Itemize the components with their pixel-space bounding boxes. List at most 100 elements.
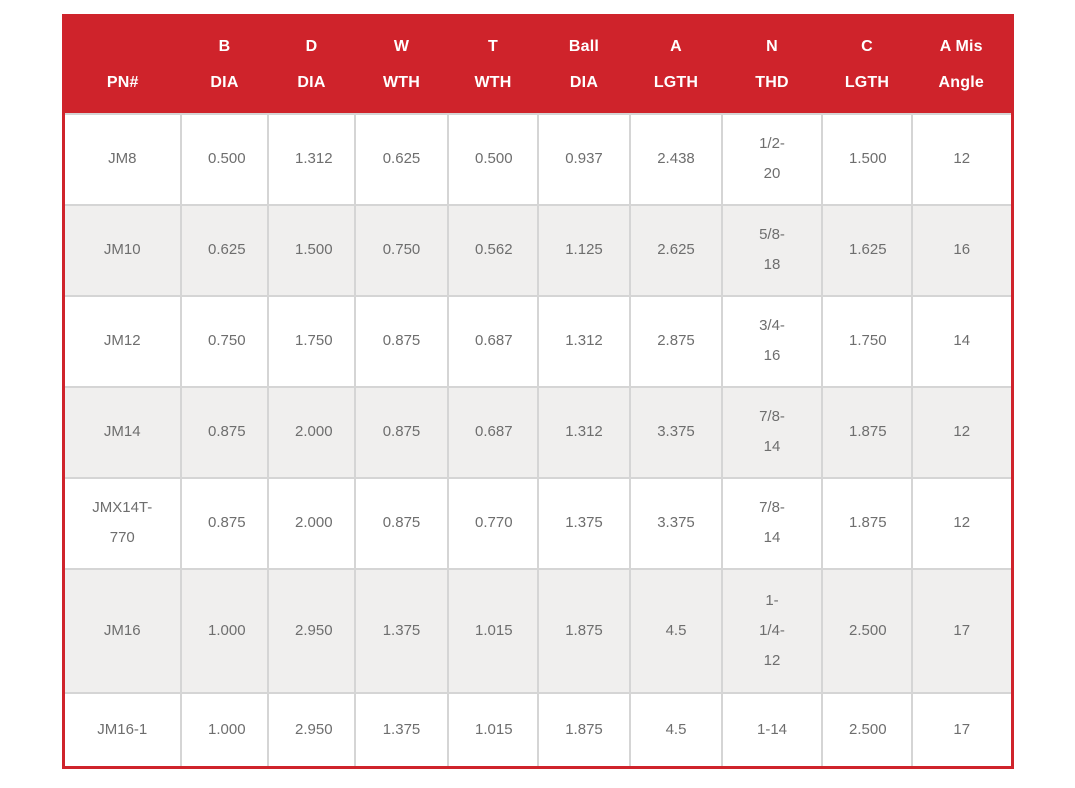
cell-a_lgth: 2.625 — [629, 203, 723, 297]
cell-a_lgth: 2.875 — [629, 294, 723, 388]
cell-a_mis_angle: 12 — [911, 476, 1013, 570]
cell-pn: JM16-1 — [62, 691, 182, 769]
column-header-pn: PN# — [63, 15, 181, 114]
cell-n_thd: 5/8-18 — [721, 203, 823, 297]
cell-t_wth: 1.015 — [447, 567, 539, 694]
column-header-c_lgth: C LGTH — [822, 15, 912, 114]
cell-a_lgth: 3.375 — [629, 385, 723, 479]
cell-b_dia: 1.000 — [180, 691, 269, 769]
column-header-line2: PN# — [106, 73, 139, 91]
cell-pn: JMX14T-770 — [62, 476, 182, 570]
column-header-line1: W — [393, 37, 410, 55]
cell-b_dia: 0.500 — [180, 112, 269, 206]
table-row-JM16-1: JM16-1 1.000 2.950 1.375 1.015 1.875 4.5 1-14 2.… — [62, 691, 1013, 769]
table-header: PN# B DIA D DIA W WTH T WTH Ball DIA A LGTH N THD C LGTH… — [63, 15, 1012, 114]
table-row-JM16: JM16 1.000 2.950 1.375 1.015 1.875 4.5 1-1/4-12… — [62, 567, 1013, 694]
cell-pn: JM12 — [62, 294, 182, 388]
cell-w_wth: 0.875 — [354, 294, 449, 388]
cell-d_dia: 2.000 — [267, 385, 356, 479]
cell-d_dia: 2.000 — [267, 476, 356, 570]
column-header-line1 — [69, 29, 178, 65]
cell-c_lgth: 1.875 — [821, 385, 913, 479]
cell-a_mis_angle: 14 — [911, 294, 1013, 388]
column-header-a_mis_angle: A Mis Angle — [912, 15, 1012, 114]
cell-n_thd: 1-1/4-12 — [721, 567, 823, 694]
column-header-a_lgth: A LGTH — [630, 15, 722, 114]
column-header-line2: DIA — [210, 73, 239, 91]
cell-a_mis_angle: 12 — [911, 112, 1013, 206]
cell-ball_dia: 1.312 — [537, 385, 631, 479]
cell-c_lgth: 2.500 — [821, 567, 913, 694]
cell-w_wth: 1.375 — [354, 567, 449, 694]
column-header-line2: LGTH — [844, 73, 890, 91]
cell-c_lgth: 1.625 — [821, 203, 913, 297]
table-row-JM8: JM8 0.500 1.312 0.625 0.500 0.937 2.438 1/2-20 1… — [62, 112, 1013, 206]
column-header-n_thd: N THD — [722, 15, 822, 114]
cell-ball_dia: 1.125 — [537, 203, 631, 297]
table-row-JM10: JM10 0.625 1.500 0.750 0.562 1.125 2.625 5/8-18… — [62, 203, 1013, 297]
cell-b_dia: 0.625 — [180, 203, 269, 297]
cell-t_wth: 0.562 — [447, 203, 539, 297]
cell-pn: JM16 — [62, 567, 182, 694]
cell-n_thd: 1/2-20 — [721, 112, 823, 206]
cell-a_lgth: 3.375 — [629, 476, 723, 570]
cell-ball_dia: 0.937 — [537, 112, 631, 206]
cell-a_mis_angle: 16 — [911, 203, 1013, 297]
column-header-line2: Angle — [938, 73, 984, 91]
cell-w_wth: 0.750 — [354, 203, 449, 297]
cell-c_lgth: 1.750 — [821, 294, 913, 388]
cell-n_thd: 1-14 — [721, 691, 823, 769]
cell-n_thd: 3/4-16 — [721, 294, 823, 388]
cell-n_thd: 7/8-14 — [721, 476, 823, 570]
column-header-b_dia: B DIA — [181, 15, 268, 114]
cell-d_dia: 1.750 — [267, 294, 356, 388]
cell-a_lgth: 4.5 — [629, 567, 723, 694]
cell-b_dia: 0.875 — [180, 385, 269, 479]
column-header-d_dia: D DIA — [268, 15, 355, 114]
cell-w_wth: 0.625 — [354, 112, 449, 206]
cell-t_wth: 1.015 — [447, 691, 539, 769]
cell-d_dia: 1.500 — [267, 203, 356, 297]
cell-d_dia: 1.312 — [267, 112, 356, 206]
column-header-line2: DIA — [297, 73, 326, 91]
column-header-line2: WTH — [474, 73, 512, 91]
cell-b_dia: 0.750 — [180, 294, 269, 388]
table-row-JMX14T-770: JMX14T-770 0.875 2.000 0.875 0.770 1.375 3.375… — [62, 476, 1013, 570]
cell-t_wth: 0.770 — [447, 476, 539, 570]
column-header-t_wth: T WTH — [448, 15, 538, 114]
cell-w_wth: 0.875 — [354, 385, 449, 479]
cell-c_lgth: 1.500 — [821, 112, 913, 206]
part-dimensions-table: PN# B DIA D DIA W WTH T WTH Ball DIA A LGTH N THD C LGTH… — [61, 14, 1014, 769]
cell-a_lgth: 4.5 — [629, 691, 723, 769]
cell-ball_dia: 1.312 — [537, 294, 631, 388]
cell-t_wth: 0.500 — [447, 112, 539, 206]
column-header-line1: T — [488, 37, 498, 55]
cell-w_wth: 0.875 — [354, 476, 449, 570]
cell-t_wth: 0.687 — [447, 294, 539, 388]
cell-b_dia: 0.875 — [180, 476, 269, 570]
column-header-ball_dia: Ball DIA — [538, 15, 630, 114]
cell-a_mis_angle: 17 — [911, 691, 1013, 769]
column-header-line1: A — [670, 37, 682, 55]
column-header-line2: DIA — [569, 73, 599, 91]
column-header-line1: B — [218, 37, 231, 55]
cell-b_dia: 1.000 — [180, 567, 269, 694]
cell-w_wth: 1.375 — [354, 691, 449, 769]
cell-pn: JM8 — [62, 112, 182, 206]
table-body: JM8 0.500 1.312 0.625 0.500 0.937 2.438 1/2-20 1… — [62, 112, 1013, 769]
cell-d_dia: 2.950 — [267, 691, 356, 769]
cell-ball_dia: 1.875 — [537, 567, 631, 694]
table-row-JM14: JM14 0.875 2.000 0.875 0.687 1.312 3.375 7/8-14… — [62, 385, 1013, 479]
column-header-line1: N — [766, 37, 778, 55]
column-header-line2: WTH — [382, 73, 421, 91]
cell-a_mis_angle: 17 — [911, 567, 1013, 694]
column-header-line1: D — [305, 37, 318, 55]
cell-d_dia: 2.950 — [267, 567, 356, 694]
column-header-line1: C — [861, 37, 873, 55]
column-header-line2: THD — [755, 73, 789, 91]
cell-pn: JM14 — [62, 385, 182, 479]
header-row: PN# B DIA D DIA W WTH T WTH Ball DIA A LGTH N THD C LGTH… — [63, 15, 1012, 114]
cell-t_wth: 0.687 — [447, 385, 539, 479]
cell-c_lgth: 2.500 — [821, 691, 913, 769]
